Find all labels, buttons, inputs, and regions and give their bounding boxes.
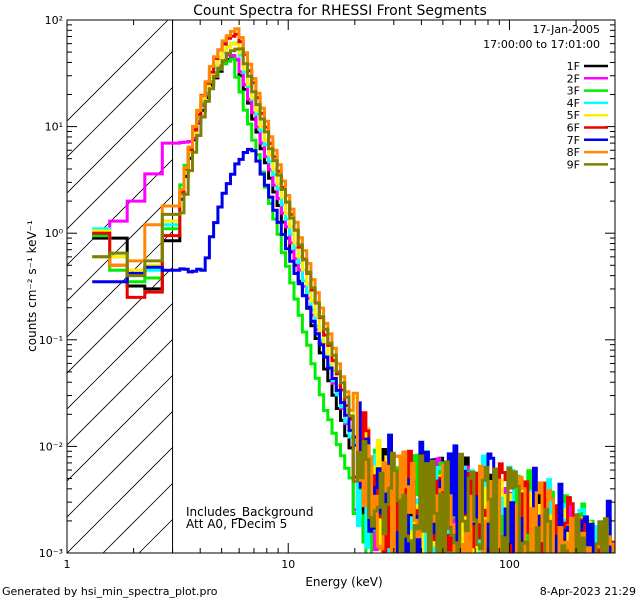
generated-by-label: Generated by hsi_min_spectra_plot.pro [2,585,218,598]
legend-label-1F: 1F [567,60,580,73]
series-9F [92,47,615,553]
y-tick-label: 10⁻¹ [39,334,63,347]
legend-label-8F: 8F [567,146,580,159]
x-tick-label: 1 [64,558,71,571]
date-label: 17-Jan-2005 [533,23,601,36]
hatch-line [67,20,169,122]
legend-label-9F: 9F [567,158,580,171]
y-tick-label: 10⁰ [45,227,64,240]
timestamp-label: 8-Apr-2023 21:29 [540,585,636,598]
legend-label-2F: 2F [567,72,580,85]
hatch-line [67,20,205,158]
y-tick-label: 10⁻² [39,440,63,453]
series-layer [92,27,615,553]
legend-label-3F: 3F [567,85,580,98]
x-tick-label: 100 [499,558,520,571]
legend-label-4F: 4F [567,97,580,110]
y-tick-label: 10¹ [45,121,63,134]
legend-label-6F: 6F [567,122,580,135]
y-axis-label: counts cm⁻² s⁻¹ keV⁻¹ [25,220,39,352]
x-axis-label: Energy (keV) [305,575,382,589]
time-range-label: 17:00:00 to 17:01:00 [483,38,600,51]
legend-label-5F: 5F [567,109,580,122]
y-tick-label: 10² [45,14,63,27]
annotation-background: Includes_Background [186,505,314,519]
y-tick-label: 10⁻³ [39,547,63,560]
axis-ticks: 1 10 100 10⁻³ 10⁻² 10⁻¹ 10⁰ 10¹ 10² [39,14,616,571]
plot-frame [66,19,616,554]
annotation-attenuator: Att A0, FDecim 5 [186,517,287,531]
hatch-line [67,20,241,194]
x-tick-label: 10 [281,558,295,571]
legend-label-7F: 7F [567,134,580,147]
chart-title: Count Spectra for RHESSI Front Segments [193,3,487,19]
